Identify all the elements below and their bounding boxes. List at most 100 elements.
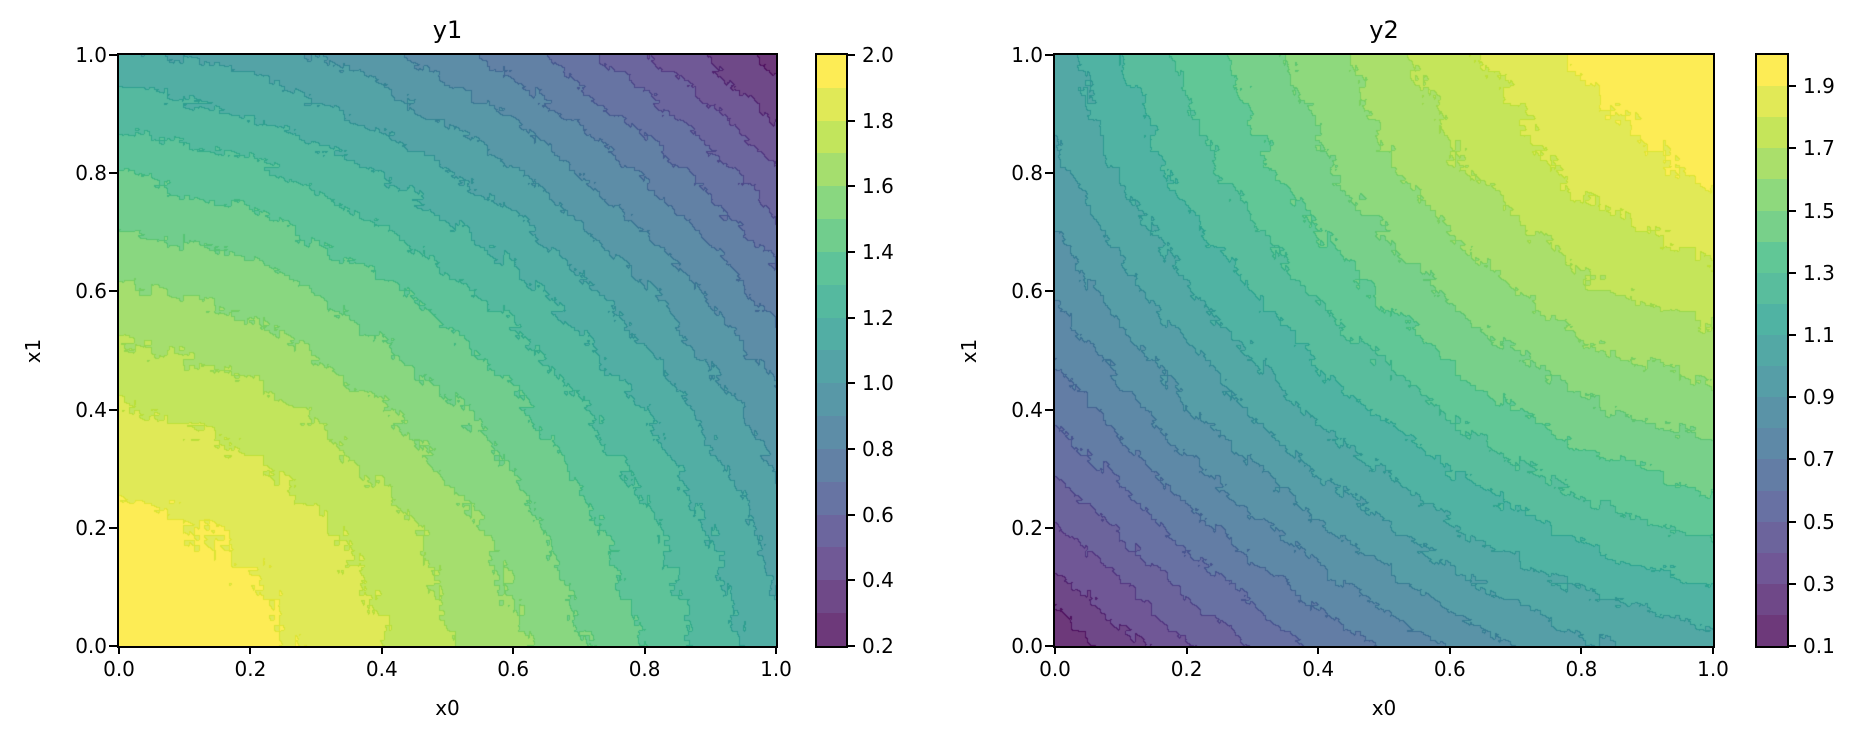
colorbar-segment	[1757, 614, 1787, 647]
y-tick	[1045, 290, 1053, 293]
x-tick-label: 1.0	[1697, 657, 1729, 681]
colorbar-tick-label: 0.7	[1803, 447, 1835, 472]
colorbar-y2	[1755, 53, 1789, 648]
plot-title-y1: y1	[432, 16, 463, 44]
x-tick	[1317, 646, 1320, 654]
colorbar-tick	[848, 251, 855, 253]
x-tick-label: 0.0	[1039, 657, 1071, 681]
x-tick-label: 0.8	[1565, 657, 1598, 681]
x-tick-label: 1.0	[760, 657, 792, 681]
colorbar-tick-label: 1.6	[862, 174, 894, 199]
y-tick	[109, 645, 117, 647]
colorbar-segment	[817, 186, 846, 220]
colorbar-tick	[1789, 147, 1796, 150]
colorbar-segment	[817, 55, 846, 88]
y-tick	[109, 290, 117, 293]
x-tick	[775, 646, 777, 654]
x-tick	[380, 646, 383, 654]
y-tick-label: 0.8	[75, 161, 107, 186]
y-tick	[1045, 645, 1053, 647]
y-tick	[1045, 54, 1053, 56]
colorbar-tick-label: 0.2	[862, 634, 894, 658]
colorbar-segment	[817, 514, 846, 548]
colorbar-segment	[817, 547, 846, 581]
colorbar-tick-label: 0.9	[1803, 385, 1835, 410]
colorbar-segment	[1757, 179, 1787, 211]
colorbar-segment	[1757, 117, 1787, 149]
y-tick	[109, 54, 117, 56]
colorbar-segment	[1757, 210, 1787, 242]
axes-y1	[117, 53, 778, 648]
contour-canvas-y1	[119, 55, 776, 646]
x-tick	[1448, 646, 1451, 654]
colorbar-segment	[817, 120, 846, 154]
colorbar-y1	[815, 53, 848, 648]
x-tick-label: 0.4	[365, 657, 398, 681]
y-tick-label: 0.2	[1011, 515, 1043, 540]
colorbar-tick	[848, 579, 855, 582]
colorbar-segment	[1757, 148, 1787, 180]
x-tick-label: 0.2	[234, 657, 267, 681]
colorbar-tick-label: 1.2	[862, 305, 894, 330]
colorbar-segment	[1757, 397, 1787, 429]
colorbar-segment	[817, 87, 846, 121]
x-tick-label: 0.2	[1170, 657, 1203, 681]
colorbar-tick	[1789, 333, 1796, 336]
colorbar-segment	[1757, 552, 1787, 584]
colorbar-segment	[1757, 459, 1787, 491]
y-tick-label: 0.6	[1011, 279, 1043, 304]
x-tick	[643, 646, 646, 654]
y-tick	[1045, 172, 1053, 175]
y-tick	[109, 526, 117, 529]
colorbar-segment	[1757, 86, 1787, 118]
colorbar-segment	[817, 416, 846, 449]
axes-y2	[1053, 53, 1715, 648]
colorbar-tick	[848, 54, 855, 56]
y-tick-label: 0.0	[75, 634, 107, 658]
colorbar-segment	[817, 350, 846, 384]
y-tick-label: 0.2	[75, 515, 107, 540]
colorbar-tick-label: 0.3	[1803, 571, 1835, 596]
y-tick-label: 0.6	[75, 279, 107, 304]
colorbar-segment	[1757, 303, 1787, 335]
y-tick-label: 0.4	[1011, 397, 1043, 422]
colorbar-segment	[817, 383, 846, 417]
colorbar-tick	[848, 448, 855, 450]
colorbar-tick-label: 1.5	[1803, 198, 1835, 223]
colorbar-tick-label: 1.8	[862, 108, 894, 133]
x-tick	[249, 646, 252, 654]
y-axis-label-y2: x1	[957, 338, 981, 363]
colorbar-segment	[817, 153, 846, 187]
colorbar-segment	[1757, 428, 1787, 460]
colorbar-tick	[848, 119, 855, 122]
y-tick	[109, 408, 117, 411]
x-tick	[1054, 646, 1056, 654]
colorbar-segment	[1757, 521, 1787, 553]
x-tick	[1580, 646, 1583, 654]
colorbar-segment	[817, 284, 846, 318]
colorbar-tick-label: 1.4	[862, 240, 894, 264]
colorbar-tick	[1789, 645, 1796, 647]
colorbar-segment	[1757, 55, 1787, 87]
y-tick	[1045, 526, 1053, 529]
x-tick	[118, 646, 120, 654]
colorbar-tick	[1789, 458, 1796, 461]
colorbar-tick-label: 1.3	[1803, 260, 1835, 285]
colorbar-tick-label: 1.7	[1803, 136, 1835, 161]
colorbar-tick	[848, 316, 855, 319]
colorbar-tick	[848, 382, 855, 385]
colorbar-tick-label: 1.9	[1803, 74, 1835, 99]
y-tick-label: 0.8	[1011, 161, 1043, 186]
x-tick-label: 0.0	[103, 657, 135, 681]
x-tick	[1185, 646, 1188, 654]
colorbar-tick	[1789, 582, 1796, 585]
colorbar-segment	[817, 481, 846, 515]
colorbar-tick-label: 1.0	[862, 371, 894, 396]
y-tick	[109, 172, 117, 175]
contour-canvas-y2	[1055, 55, 1713, 646]
colorbar-segment	[817, 251, 846, 285]
colorbar-segment	[1757, 334, 1787, 367]
